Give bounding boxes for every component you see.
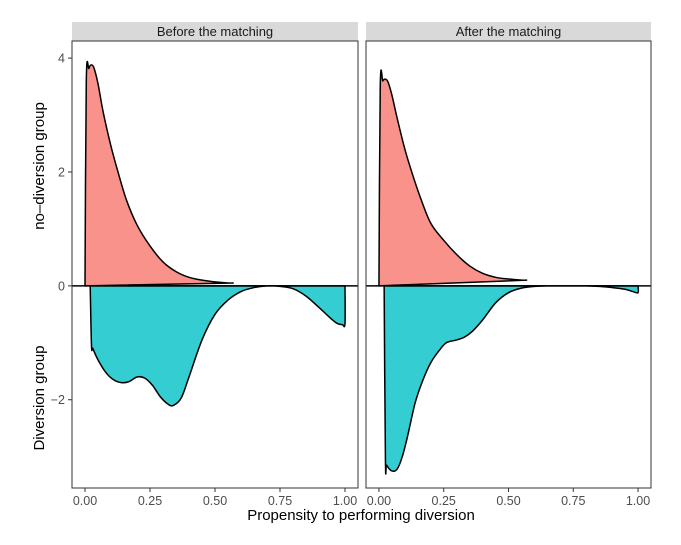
y-tick-label: 2 (58, 165, 65, 179)
plot-area-after (366, 69, 651, 475)
density-no-diversion-after (378, 69, 528, 287)
strip-title-after: After the matching (456, 24, 562, 39)
density-no-diversion-before (84, 60, 234, 287)
x-axis-before: 0.00 0.25 0.50 0.75 1.00 (73, 488, 357, 508)
x-axis-after: 0.00 0.25 0.50 0.75 1.00 (367, 488, 650, 508)
plot-area-before (72, 60, 358, 407)
x-tick-label-before: 0.25 (138, 494, 162, 508)
y-tick-label: 4 (58, 52, 65, 66)
y-tick-label: −2 (51, 393, 65, 407)
x-tick-label-before: 0.00 (73, 494, 97, 508)
y-axis-title-top: no–diversion group (31, 102, 48, 230)
strip-background-after (366, 22, 651, 41)
x-tick-label-before: 0.50 (203, 494, 227, 508)
density-diversion-after (383, 285, 640, 475)
x-tick-label-after: 0.00 (367, 494, 391, 508)
x-tick-label-after: 0.50 (496, 494, 520, 508)
panel-after: After the matching (365, 22, 652, 489)
y-axis: 4 2 0 −2 (51, 52, 72, 407)
density-diversion-before (89, 285, 346, 407)
x-axis-title: Propensity to performing diversion (247, 507, 475, 524)
x-tick-label-after: 0.25 (432, 494, 456, 508)
x-tick-label-after: 1.00 (626, 494, 650, 508)
strip-title-before: Before the matching (157, 24, 273, 39)
strip-background-before (72, 22, 358, 41)
x-tick-label-before: 0.75 (268, 494, 292, 508)
x-tick-label-before: 1.00 (333, 494, 357, 508)
y-tick-label: 0 (58, 279, 65, 293)
x-tick-label-after: 0.75 (561, 494, 585, 508)
y-axis-title-bottom: Diversion group (31, 345, 48, 450)
panel-before: Before the matching (71, 22, 359, 489)
